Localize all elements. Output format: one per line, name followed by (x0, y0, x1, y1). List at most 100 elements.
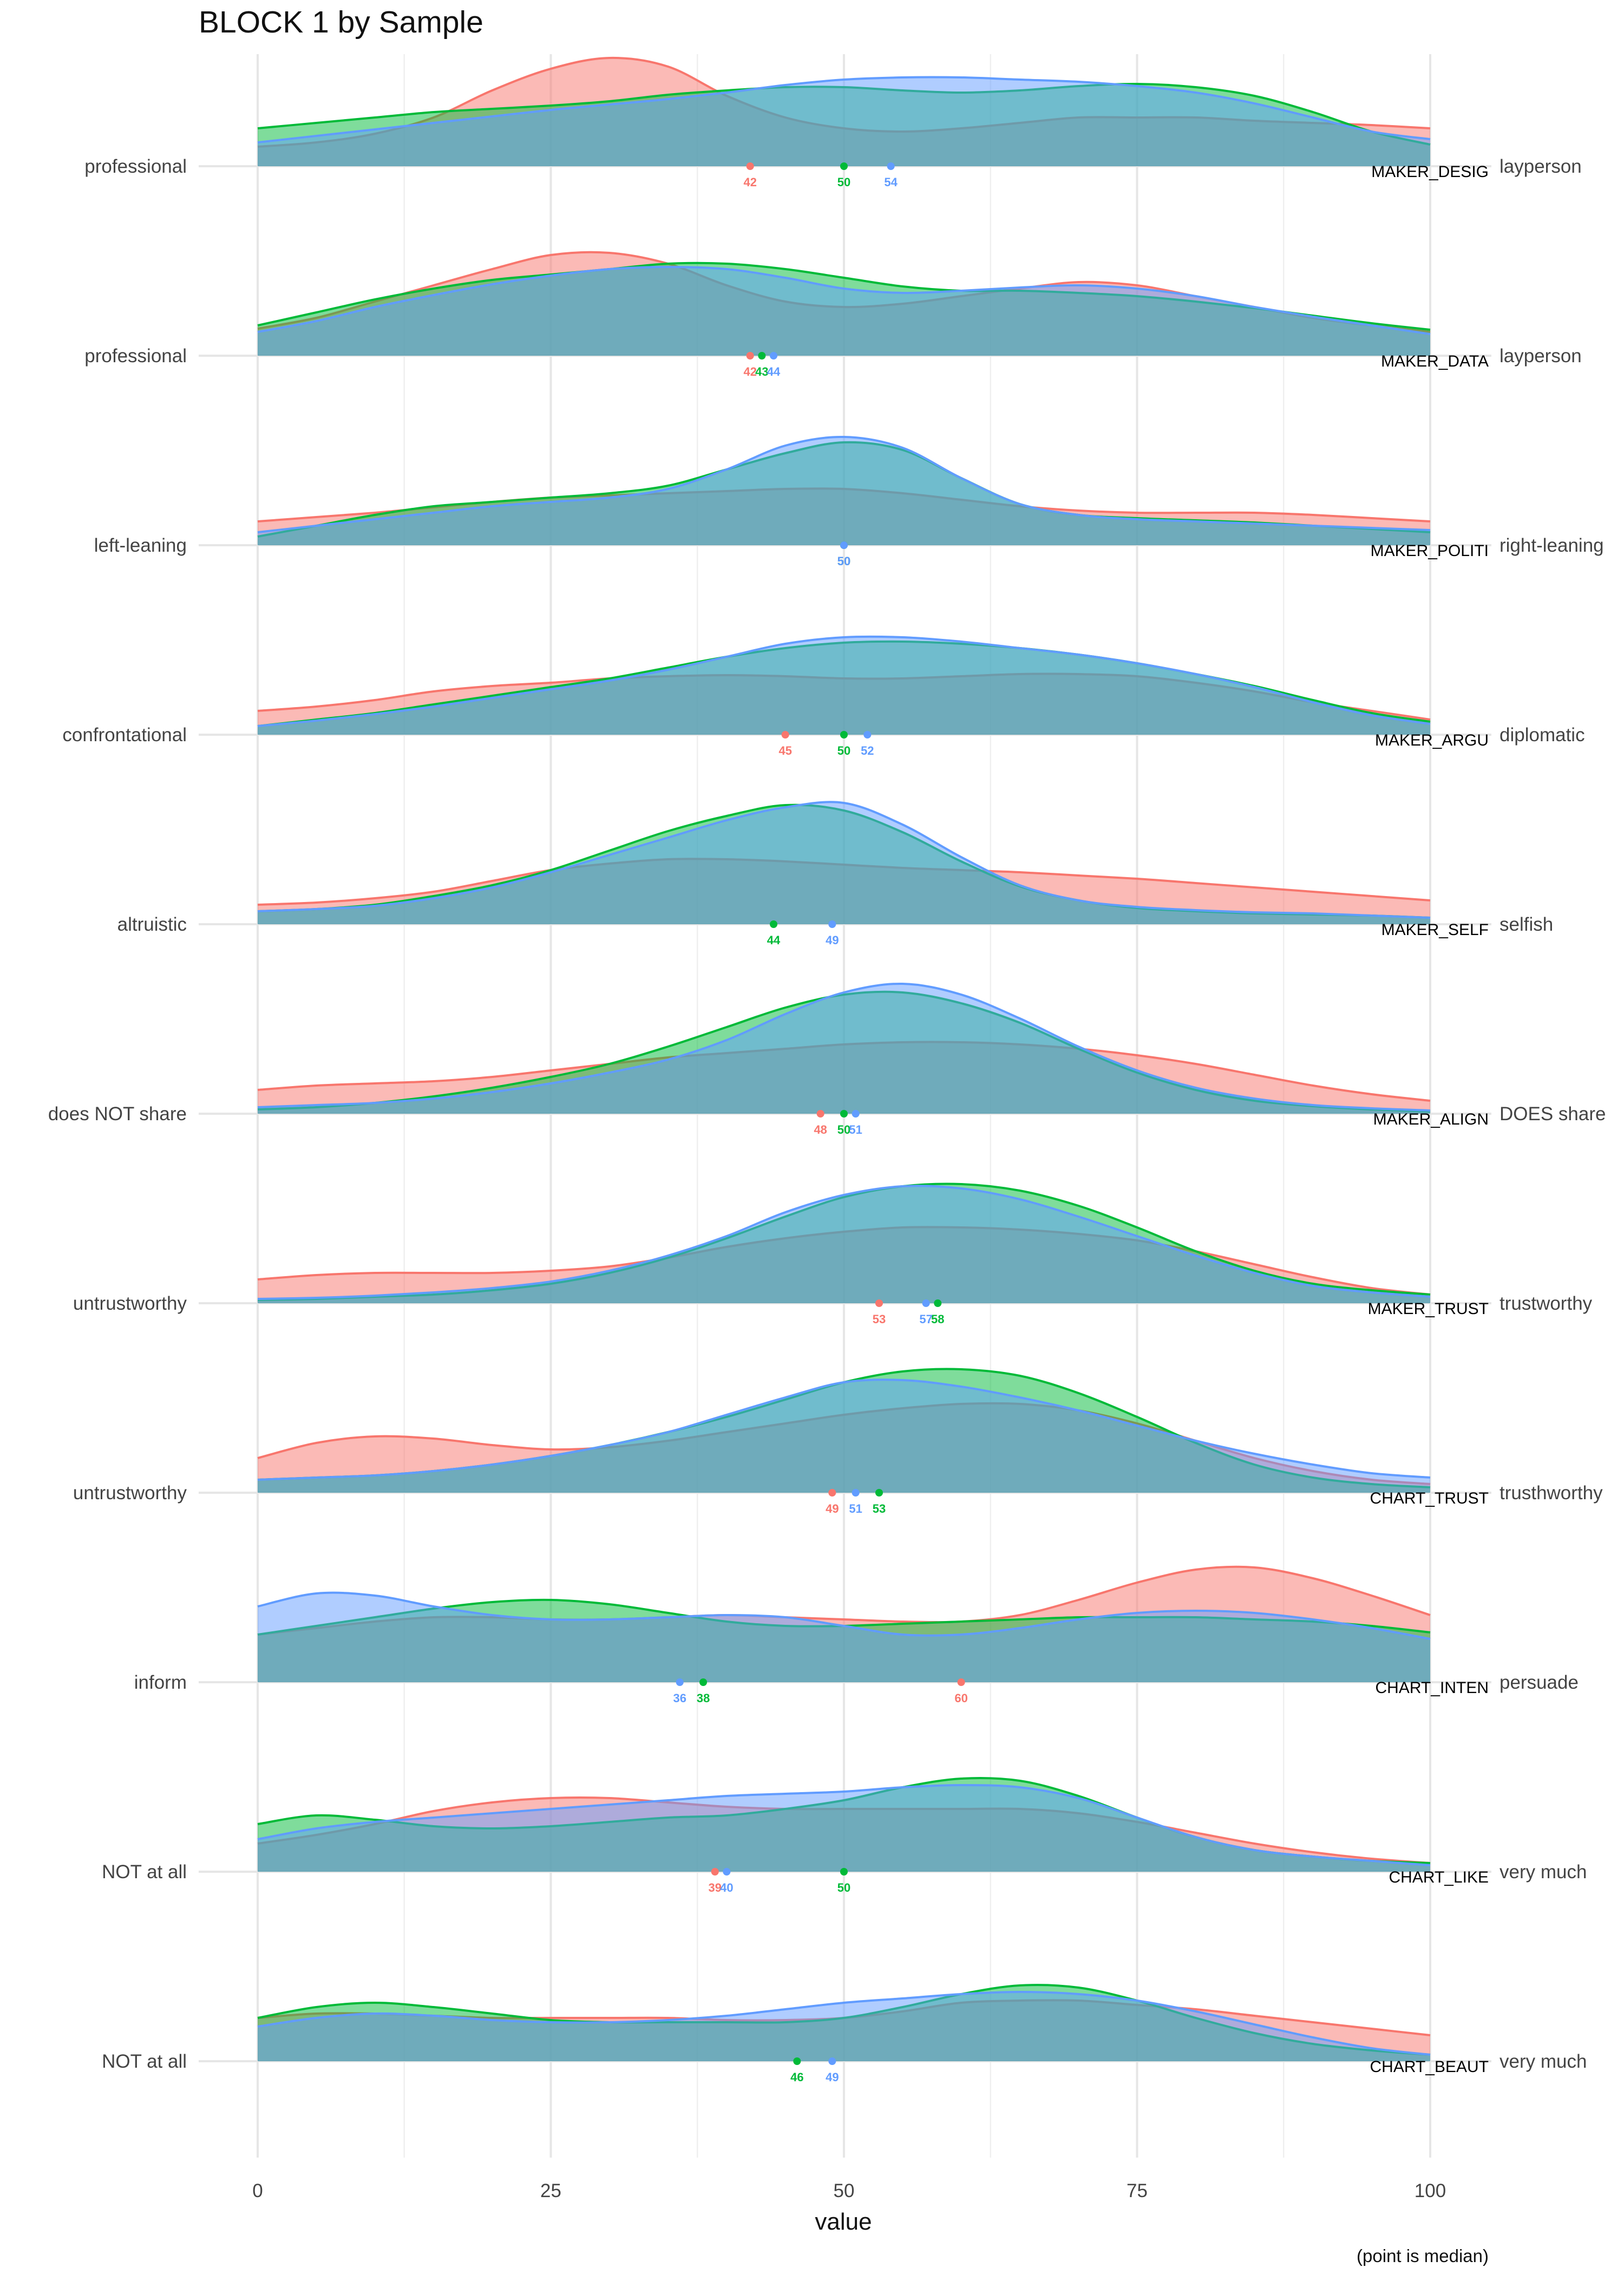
ridge-row: 39 50 40 (257, 1776, 1431, 1894)
median-label: 51 (849, 1502, 862, 1515)
median-label: 50 (837, 1123, 850, 1136)
density-line (257, 635, 1431, 727)
median-label: 49 (826, 933, 839, 947)
median-label: 42 (743, 365, 756, 378)
median-point (852, 1489, 860, 1497)
median-point (840, 1110, 848, 1118)
median-label: 53 (873, 1312, 886, 1326)
median-label: 49 (826, 1502, 839, 1515)
density-area (258, 1992, 1430, 2061)
ridge-row: 42 50 54 (257, 56, 1431, 189)
density-area (258, 983, 1430, 1114)
x-axis-ticks: 0 25 50 75 100 (252, 2180, 1446, 2201)
median-label: 42 (743, 175, 756, 189)
median-point (770, 352, 778, 360)
median-label: 57 (919, 1312, 932, 1326)
median-point (887, 162, 895, 170)
left-anchor-label: altruistic (117, 914, 187, 935)
ridge-row: 46 49 (257, 1984, 1431, 2084)
item-label: MAKER_POLITI (1371, 542, 1489, 560)
median-label: 44 (767, 933, 781, 947)
right-anchor-label: right-leaning (1499, 535, 1604, 556)
median-label: 52 (861, 744, 874, 757)
median-point (793, 2057, 801, 2065)
item-label: CHART_LIKE (1389, 1868, 1489, 1886)
median-label: 45 (778, 744, 791, 757)
median-label: 36 (673, 1691, 686, 1705)
median-point (758, 352, 766, 360)
median-label: 50 (837, 554, 850, 568)
median-point (875, 1299, 883, 1307)
chart-title: BLOCK 1 by Sample (199, 5, 483, 40)
ridge-row: 60 38 36 (257, 1565, 1431, 1705)
median-label: 48 (814, 1123, 827, 1136)
median-label: 44 (767, 365, 781, 378)
density-line (257, 801, 1431, 919)
density-area (258, 1186, 1430, 1303)
right-anchor-label: trusthworthy (1499, 1482, 1603, 1504)
x-tick-label: 0 (252, 2180, 263, 2201)
density-area (258, 1592, 1430, 1682)
median-point (840, 162, 848, 170)
median-label: 50 (837, 175, 850, 189)
median-label: 51 (849, 1123, 862, 1136)
left-anchor-label: left-leaning (94, 535, 187, 556)
median-point (781, 731, 789, 739)
item-label: MAKER_SELF (1381, 921, 1489, 939)
density-area (258, 636, 1430, 735)
density-area (258, 77, 1430, 166)
density-area (258, 1785, 1430, 1872)
median-point (816, 1110, 824, 1118)
median-label: 60 (954, 1691, 967, 1705)
x-tick-label: 25 (540, 2180, 561, 2201)
density-line (257, 1591, 1431, 1640)
median-point (863, 731, 872, 739)
median-point (828, 920, 836, 928)
x-tick-label: 100 (1415, 2180, 1446, 2201)
right-anchor-label: persuade (1499, 1672, 1579, 1693)
median-label: 43 (755, 365, 768, 378)
left-anchor-label: NOT at all (102, 2051, 187, 2072)
left-anchor-label: inform (134, 1672, 187, 1693)
median-label: 54 (884, 175, 898, 189)
row-labels: professional MAKER_DESIG layperson professi… (48, 156, 1606, 2076)
x-tick-label: 75 (1127, 2180, 1148, 2201)
ridge-row: 44 49 (257, 801, 1431, 947)
median-point (922, 1299, 930, 1307)
density-area (258, 436, 1430, 545)
item-label: MAKER_TRUST (1368, 1300, 1489, 1318)
median-label: 53 (873, 1502, 886, 1515)
median-point (828, 2057, 836, 2065)
density-line (257, 1185, 1431, 1300)
left-anchor-label: NOT at all (102, 1861, 187, 1883)
item-label: CHART_BEAUT (1370, 2058, 1489, 2076)
median-label: 40 (720, 1881, 733, 1894)
median-point (875, 1489, 883, 1497)
left-anchor-label: confrontational (62, 724, 187, 746)
median-point (770, 920, 778, 928)
left-anchor-label: does NOT share (48, 1103, 187, 1125)
median-label: 46 (790, 2070, 803, 2084)
right-anchor-label: very much (1499, 2051, 1587, 2072)
median-label: 39 (708, 1881, 721, 1894)
item-label: MAKER_ARGU (1375, 731, 1489, 749)
right-anchor-label: diplomatic (1499, 724, 1585, 746)
median-label: 50 (837, 554, 850, 568)
item-label: MAKER_ALIGN (1373, 1110, 1489, 1128)
density-line (257, 1783, 1431, 1866)
density-line (257, 76, 1431, 143)
median-point (746, 352, 754, 360)
chart-caption: (point is median) (1357, 2246, 1489, 2266)
median-point (840, 541, 848, 549)
median-label: 38 (697, 1691, 710, 1705)
median-point (711, 1868, 719, 1876)
density-line (257, 1990, 1431, 2056)
median-point (699, 1678, 708, 1686)
right-anchor-label: layperson (1499, 156, 1582, 177)
right-anchor-label: very much (1499, 1861, 1587, 1883)
